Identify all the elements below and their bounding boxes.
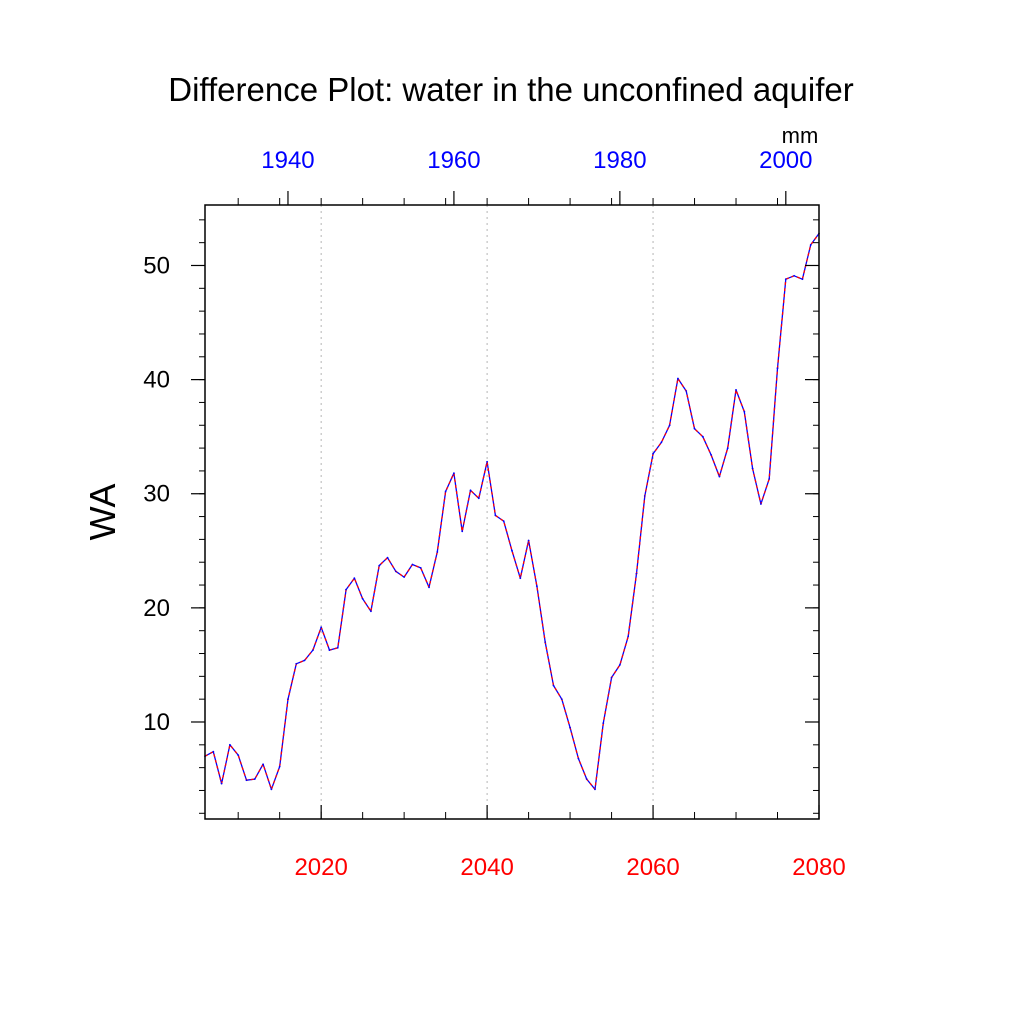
data-point <box>411 563 414 566</box>
y-tick-label: 30 <box>143 481 170 508</box>
series-line-difference <box>204 233 820 790</box>
data-point <box>652 452 654 455</box>
data-point <box>436 551 439 553</box>
x-tick-label-bottom: 2060 <box>626 854 679 881</box>
data-point <box>361 597 364 600</box>
data-point <box>718 475 721 478</box>
data-point <box>444 490 447 493</box>
data-point <box>311 649 314 651</box>
series-line-dashed-difference <box>204 233 820 790</box>
data-point <box>660 441 663 444</box>
data-point <box>668 424 671 427</box>
data-point <box>594 788 596 791</box>
data-point <box>552 684 555 687</box>
data-point <box>726 447 729 449</box>
data-point <box>486 460 489 463</box>
data-point <box>643 495 646 497</box>
data-point <box>370 610 372 613</box>
data-point <box>693 427 696 430</box>
data-point <box>212 750 215 753</box>
data-point <box>278 765 281 768</box>
data-point <box>345 588 347 591</box>
data-point <box>494 514 497 517</box>
data-point <box>535 585 538 588</box>
data-point <box>378 564 381 567</box>
data-point <box>776 367 779 370</box>
data-point <box>270 788 273 791</box>
data-point <box>784 278 787 281</box>
data-point <box>428 586 430 589</box>
data-point <box>262 763 264 766</box>
data-point <box>760 503 762 505</box>
data-point <box>710 454 713 456</box>
x-tick-label-top: 1940 <box>261 147 314 174</box>
data-point <box>627 635 630 638</box>
x-tick-label-bottom: 2080 <box>792 854 845 881</box>
data-point <box>743 410 746 413</box>
data-point <box>602 722 605 725</box>
data-point <box>544 641 547 644</box>
data-point <box>685 390 688 392</box>
data-point <box>793 274 796 277</box>
data-point <box>519 577 522 580</box>
y-tick-label: 50 <box>143 252 170 279</box>
data-point <box>511 549 513 552</box>
series-group <box>204 232 820 791</box>
data-point <box>610 676 613 679</box>
tick-labels: 2020 2040 2060 2080 1940 1960 1980 2000 10 20 30 40… <box>143 147 845 881</box>
data-point <box>386 556 389 559</box>
data-point <box>303 659 306 662</box>
data-point <box>701 435 704 438</box>
data-point <box>336 646 339 649</box>
data-point <box>287 698 289 701</box>
data-point <box>527 539 530 542</box>
data-point <box>801 278 804 281</box>
data-point <box>569 726 571 729</box>
data-point <box>751 467 754 470</box>
x-tick-label-bottom: 2040 <box>460 854 513 881</box>
data-point <box>477 497 480 500</box>
x-tick-label-top: 1980 <box>593 147 646 174</box>
data-point <box>228 743 231 746</box>
units-label: mm <box>782 123 819 148</box>
data-point <box>469 489 472 492</box>
grid-lines <box>320 205 654 819</box>
data-point <box>253 778 256 780</box>
data-point <box>768 478 771 480</box>
data-point <box>419 567 422 569</box>
data-point <box>502 520 505 523</box>
data-point <box>403 576 406 578</box>
data-point <box>353 577 356 580</box>
data-point <box>394 570 397 573</box>
data-point <box>237 754 240 756</box>
y-tick-label: 20 <box>143 595 170 622</box>
data-point <box>320 626 323 629</box>
chart-title: Difference Plot: water in the unconfined… <box>168 71 853 108</box>
data-point <box>453 472 455 475</box>
x-tick-label-bottom: 2020 <box>294 854 347 881</box>
data-point <box>585 778 588 780</box>
data-point <box>635 572 638 575</box>
data-point <box>295 662 298 665</box>
data-point <box>220 782 223 785</box>
data-point <box>677 377 679 380</box>
data-point <box>560 698 563 701</box>
data-point <box>577 757 580 760</box>
data-point <box>461 530 464 533</box>
data-point <box>809 244 812 246</box>
axis-ticks <box>191 191 820 819</box>
data-point <box>245 779 248 782</box>
x-tick-label-top: 2000 <box>759 147 812 174</box>
data-point <box>618 664 621 666</box>
x-tick-label-top: 1960 <box>427 147 480 174</box>
y-tick-label: 40 <box>143 367 170 394</box>
y-axis-label: WA <box>82 484 123 541</box>
data-point <box>328 649 331 651</box>
data-point <box>735 388 737 391</box>
y-tick-label: 10 <box>143 709 170 736</box>
plot-frame <box>204 204 820 820</box>
